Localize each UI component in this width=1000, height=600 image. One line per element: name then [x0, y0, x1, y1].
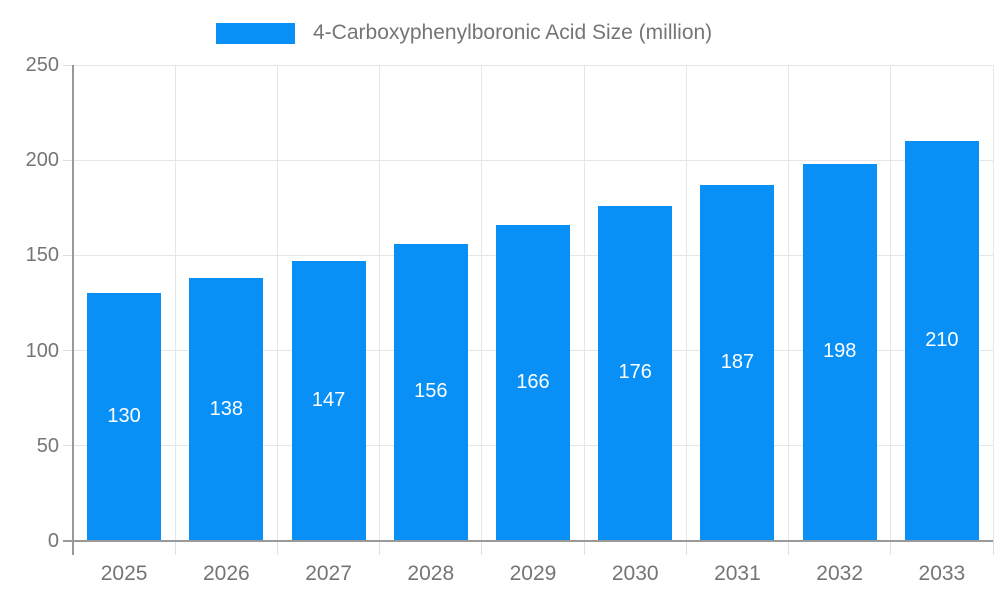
- x-axis-label: 2030: [611, 562, 659, 585]
- bar-2032[interactable]: 198: [802, 164, 877, 540]
- x-gridline: [992, 65, 994, 541]
- x-axis-label: 2028: [407, 562, 455, 585]
- x-gridline: [788, 65, 790, 541]
- bar-value-label: 166: [516, 370, 550, 393]
- y-axis-tick: [63, 159, 73, 161]
- y-axis-line: [72, 65, 74, 555]
- x-axis-tick: [992, 541, 994, 555]
- x-gridline: [174, 65, 176, 541]
- x-gridline: [379, 65, 381, 541]
- x-axis-label: 2027: [305, 562, 352, 585]
- x-gridline: [890, 65, 892, 541]
- bar-value-label: 210: [925, 329, 959, 352]
- x-axis-tick: [890, 541, 892, 555]
- bar-value-label: 138: [209, 397, 244, 420]
- x-axis-label: 2025: [100, 562, 148, 585]
- bar-2029[interactable]: 166: [496, 224, 570, 540]
- y-axis-label: 50: [36, 434, 59, 457]
- y-axis-tick: [63, 64, 73, 66]
- bar-2026[interactable]: 138: [189, 278, 264, 540]
- x-axis-tick: [788, 541, 790, 555]
- legend-label[interactable]: 4-Carboxyphenylboronic Acid Size (millio…: [313, 21, 713, 44]
- x-gridline: [276, 65, 278, 541]
- bar-2027[interactable]: 147: [291, 261, 366, 540]
- y-axis-label: 200: [25, 149, 59, 172]
- x-axis-label: 2026: [202, 562, 250, 585]
- x-axis-tick: [379, 541, 381, 555]
- x-gridline: [481, 65, 483, 541]
- y-axis-label: 0: [47, 530, 59, 552]
- bar-2031[interactable]: 187: [700, 184, 775, 540]
- y-axis-label: 100: [25, 339, 59, 362]
- bar-2028[interactable]: 156: [393, 243, 468, 540]
- y-gridline: [73, 159, 993, 161]
- bar-value-label: 198: [822, 340, 857, 363]
- bar-value-label: 156: [414, 380, 448, 403]
- y-axis-tick: [63, 350, 73, 352]
- y-gridline: [73, 64, 993, 66]
- bar-value-label: 176: [618, 361, 652, 384]
- x-axis-tick: [174, 541, 176, 555]
- y-axis-label: 150: [25, 244, 59, 267]
- x-gridline: [685, 65, 687, 541]
- x-axis-tick: [481, 541, 483, 555]
- legend-swatch[interactable]: [216, 22, 295, 44]
- bar-value-label: 187: [720, 350, 755, 373]
- y-axis-tick: [63, 254, 73, 256]
- x-gridline: [583, 65, 585, 541]
- y-axis-tick: [63, 445, 73, 447]
- bar-2025[interactable]: 130: [87, 293, 162, 540]
- x-axis-tick: [685, 541, 687, 555]
- x-axis-label: 2029: [509, 562, 557, 585]
- x-axis-tick: [276, 541, 278, 555]
- bar-value-label: 130: [107, 405, 141, 428]
- x-axis-label: 2033: [918, 562, 966, 585]
- x-axis-line: [63, 540, 993, 542]
- legend[interactable]: 4-Carboxyphenylboronic Acid Size (millio…: [216, 18, 712, 48]
- bar-2030[interactable]: 176: [598, 205, 673, 540]
- x-axis-label: 2031: [714, 562, 761, 585]
- bar-2033[interactable]: 210: [904, 141, 979, 540]
- x-axis-label: 2032: [816, 562, 864, 585]
- bar-value-label: 147: [311, 389, 346, 412]
- x-axis-tick: [583, 541, 585, 555]
- y-axis-label: 250: [25, 54, 59, 76]
